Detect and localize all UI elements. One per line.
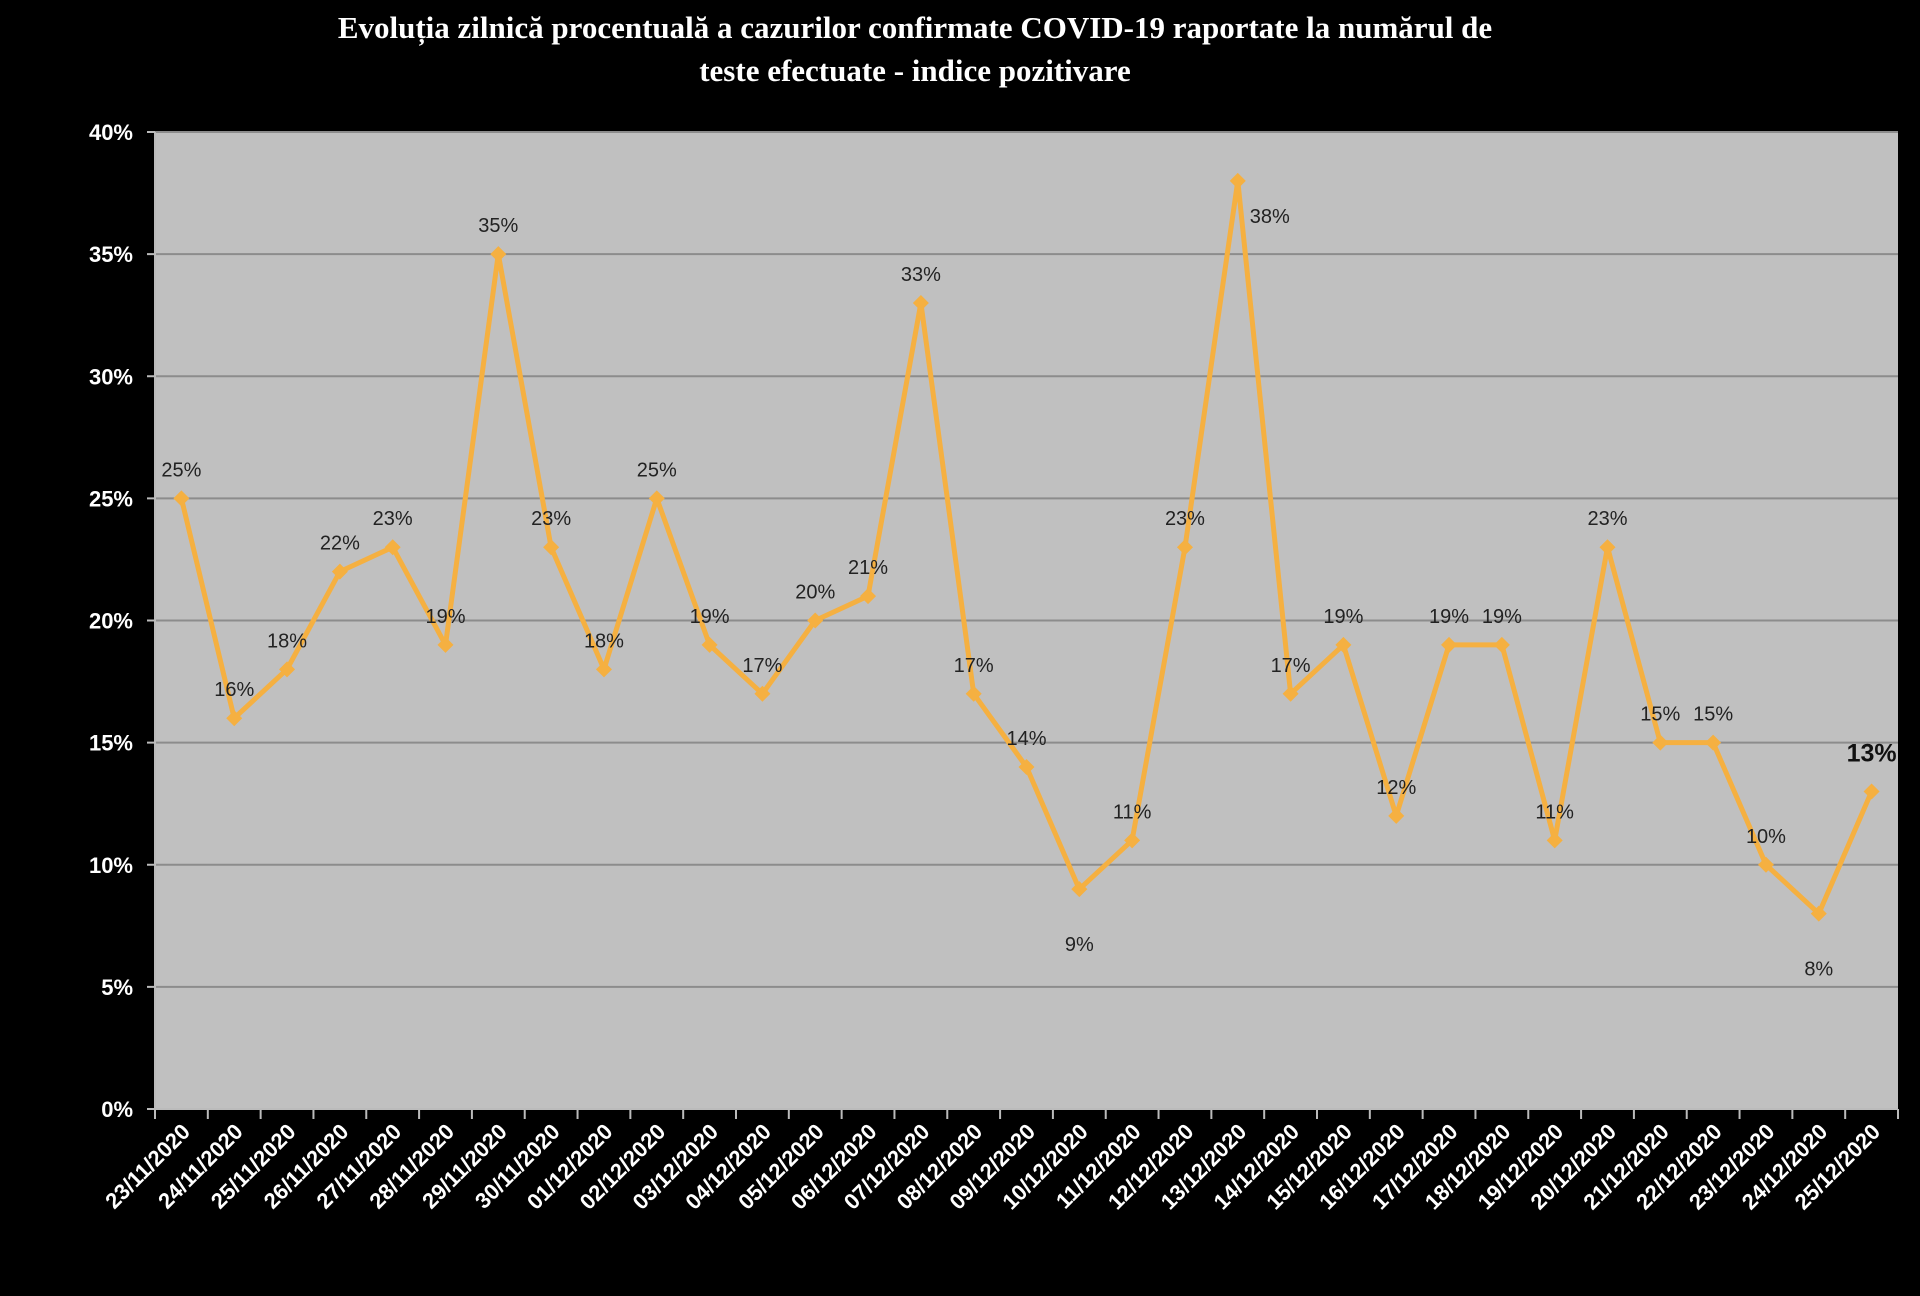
- data-label: 19%: [425, 606, 465, 628]
- y-tick-label: 30%: [89, 364, 133, 389]
- data-point-marker: [226, 710, 243, 727]
- data-point-marker: [1388, 807, 1405, 824]
- data-label: 23%: [1587, 508, 1627, 530]
- y-tick-label: 15%: [89, 731, 133, 756]
- data-label: 18%: [584, 630, 624, 652]
- data-point-marker: [1229, 172, 1246, 189]
- data-label: 19%: [690, 606, 730, 628]
- series-markers: [173, 172, 1880, 922]
- data-label: 19%: [1429, 606, 1469, 628]
- data-point-marker: [1441, 636, 1458, 653]
- data-label: 25%: [161, 459, 201, 481]
- data-point-marker: [1493, 636, 1510, 653]
- data-point-marker: [1176, 539, 1193, 556]
- data-label: 8%: [1804, 959, 1833, 981]
- data-point-marker: [173, 490, 190, 507]
- data-label: 38%: [1250, 206, 1290, 228]
- data-label: 10%: [1746, 826, 1786, 848]
- data-label: 15%: [1693, 704, 1733, 726]
- data-label: 11%: [1535, 801, 1574, 823]
- data-point-marker: [648, 490, 665, 507]
- data-point-marker: [1071, 881, 1088, 898]
- data-point-marker: [1599, 539, 1616, 556]
- y-tick-label: 5%: [101, 975, 133, 1000]
- data-point-marker: [1757, 856, 1774, 873]
- data-label: 21%: [848, 557, 888, 579]
- data-point-marker: [1124, 832, 1141, 849]
- data-label: 18%: [267, 630, 307, 652]
- chart-title: Evoluția zilnică procentuală a cazurilor…: [0, 6, 1830, 92]
- chart-title-line-1: Evoluția zilnică procentuală a cazurilor…: [337, 10, 1493, 45]
- data-point-marker: [701, 636, 718, 653]
- data-label: 19%: [1482, 606, 1522, 628]
- data-labels: 25% 16% 18% 22% 23% 19% 35% 23% 18% 25% 19% 17% 20% 2…: [161, 206, 1896, 981]
- data-label: 14%: [1006, 728, 1046, 750]
- data-point-marker: [1546, 832, 1563, 849]
- data-label: 19%: [1323, 606, 1363, 628]
- data-point-marker: [754, 685, 771, 702]
- data-label: 23%: [1165, 508, 1205, 530]
- y-tick-label: 25%: [89, 486, 133, 511]
- data-point-marker: [490, 246, 507, 263]
- data-point-marker: [384, 539, 401, 556]
- data-point-marker: [1018, 759, 1035, 776]
- y-axis-tick-labels: 0% 5% 10% 15% 20% 25% 30% 35% 40%: [89, 120, 133, 1122]
- data-point-marker: [860, 588, 877, 605]
- data-point-marker: [1282, 685, 1299, 702]
- data-label: 17%: [742, 655, 782, 677]
- data-point-marker: [1863, 783, 1880, 800]
- y-tick-label: 0%: [101, 1097, 133, 1122]
- y-tick-label: 40%: [89, 120, 133, 145]
- data-point-marker: [965, 685, 982, 702]
- data-point-marker: [437, 636, 454, 653]
- data-point-marker: [1335, 636, 1352, 653]
- data-point-marker: [331, 563, 348, 580]
- data-label: 35%: [478, 215, 518, 237]
- data-label: 16%: [214, 679, 254, 701]
- y-tick-label: 10%: [89, 853, 133, 878]
- data-point-marker: [912, 294, 929, 311]
- data-label: 22%: [320, 533, 360, 555]
- x-axis-tick-labels: 23/11/202024/11/202025/11/202026/11/2020…: [100, 1119, 1885, 1215]
- data-label: 9%: [1065, 934, 1094, 956]
- data-point-marker: [595, 661, 612, 678]
- data-label: 15%: [1640, 704, 1680, 726]
- data-point-marker: [1705, 734, 1722, 751]
- data-label: 17%: [954, 655, 994, 677]
- data-label: 23%: [531, 508, 571, 530]
- data-point-marker: [1810, 905, 1827, 922]
- data-label: 23%: [373, 508, 413, 530]
- data-point-marker: [279, 661, 296, 678]
- data-point-marker: [807, 612, 824, 629]
- data-label: 13%: [1847, 739, 1897, 767]
- data-label: 17%: [1271, 655, 1311, 677]
- data-label: 12%: [1376, 777, 1416, 799]
- y-tick-label: 20%: [89, 609, 133, 634]
- data-label: 11%: [1113, 801, 1152, 823]
- data-point-marker: [1652, 734, 1669, 751]
- data-point-marker: [543, 539, 560, 556]
- data-label: 20%: [795, 582, 835, 604]
- axes: [147, 131, 1899, 1119]
- gridlines: [155, 131, 1898, 988]
- y-tick-label: 35%: [89, 242, 133, 267]
- data-label: 33%: [901, 264, 941, 286]
- data-label: 25%: [637, 459, 677, 481]
- chart-title-line-2: teste efectuate - indice pozitivare: [699, 53, 1131, 88]
